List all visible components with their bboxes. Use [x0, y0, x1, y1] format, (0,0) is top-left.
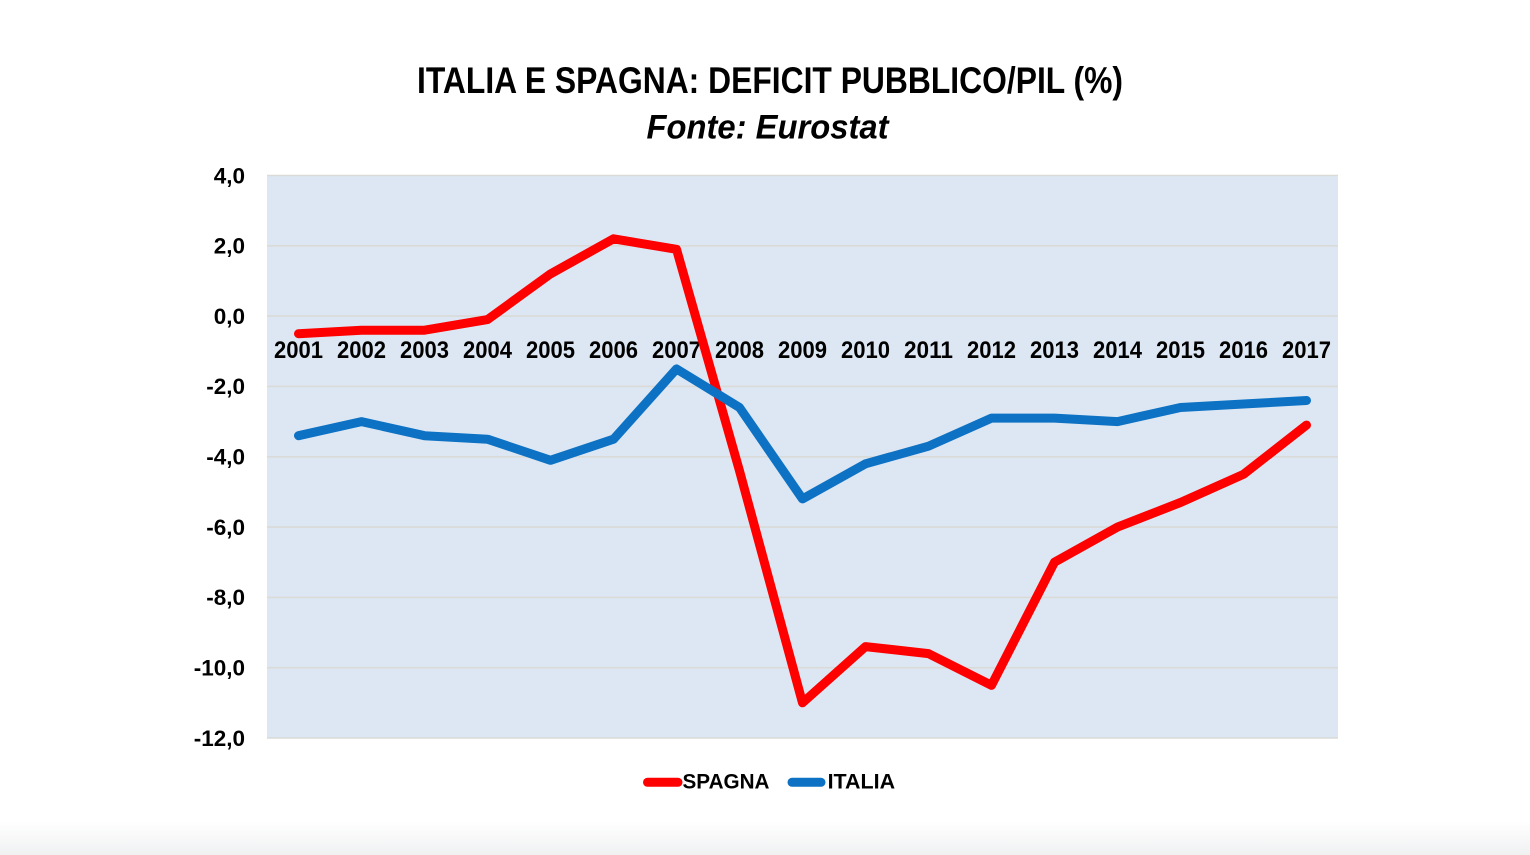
svg-text:2003: 2003 [400, 337, 449, 364]
svg-text:-12,0: -12,0 [194, 726, 245, 751]
svg-text:-2,0: -2,0 [206, 374, 245, 399]
svg-text:-8,0: -8,0 [206, 585, 245, 610]
svg-text:2002: 2002 [337, 337, 386, 364]
svg-text:4,0: 4,0 [214, 163, 245, 188]
svg-text:2007: 2007 [652, 337, 701, 364]
svg-text:ITALIA: ITALIA [828, 769, 896, 793]
svg-text:2014: 2014 [1093, 337, 1143, 364]
svg-text:2010: 2010 [841, 337, 890, 364]
svg-text:2016: 2016 [1219, 337, 1268, 364]
svg-text:2008: 2008 [715, 337, 764, 364]
svg-text:-6,0: -6,0 [206, 515, 245, 540]
svg-text:2015: 2015 [1156, 337, 1205, 364]
svg-text:2004: 2004 [463, 337, 513, 364]
svg-text:2017: 2017 [1282, 337, 1331, 364]
svg-text:Fonte: Eurostat: Fonte: Eurostat [647, 109, 890, 147]
svg-text:0,0: 0,0 [214, 304, 245, 329]
svg-text:ITALIA E SPAGNA: DEFICIT PUBBL: ITALIA E SPAGNA: DEFICIT PUBBLICO/PIL (%… [417, 60, 1123, 101]
svg-text:2001: 2001 [274, 337, 323, 364]
svg-text:2006: 2006 [589, 337, 638, 364]
svg-text:-10,0: -10,0 [194, 656, 245, 681]
svg-text:2,0: 2,0 [214, 234, 245, 259]
svg-text:2012: 2012 [967, 337, 1016, 364]
svg-text:2011: 2011 [904, 337, 953, 364]
svg-text:SPAGNA: SPAGNA [683, 769, 770, 793]
svg-text:2005: 2005 [526, 337, 575, 364]
svg-text:2009: 2009 [778, 337, 827, 364]
svg-text:-4,0: -4,0 [206, 445, 245, 470]
svg-text:2013: 2013 [1030, 337, 1079, 364]
